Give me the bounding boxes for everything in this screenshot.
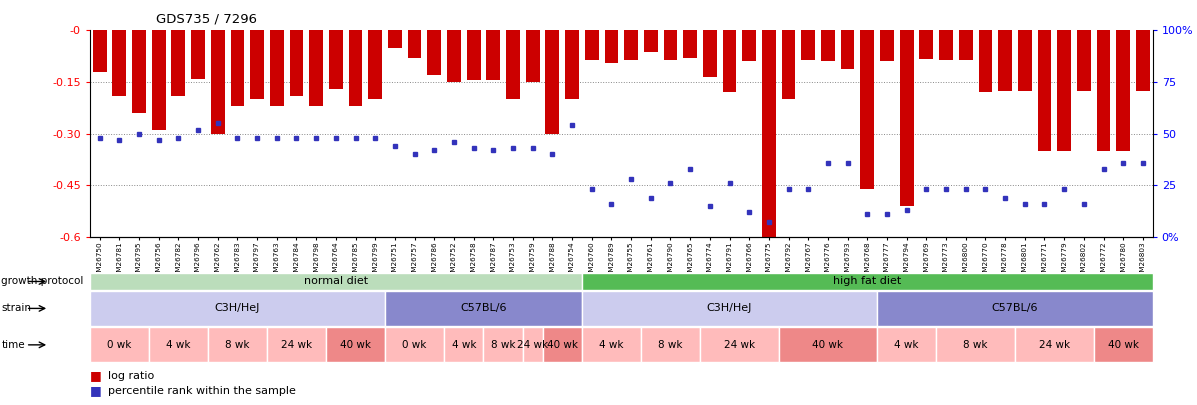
Bar	[683, 30, 697, 58]
Bar	[703, 30, 717, 77]
Bar	[486, 30, 500, 80]
Text: high fat diet: high fat diet	[833, 277, 901, 286]
Bar	[604, 30, 619, 63]
Bar	[762, 30, 776, 264]
Bar	[742, 30, 757, 62]
Text: time: time	[1, 340, 25, 350]
Bar	[132, 30, 146, 113]
Bar	[329, 30, 342, 89]
Bar	[801, 30, 815, 60]
Bar	[408, 30, 421, 58]
Bar	[565, 30, 579, 99]
Text: log ratio: log ratio	[108, 371, 154, 381]
Bar	[1136, 30, 1150, 91]
Text: C3H/HeJ: C3H/HeJ	[706, 303, 752, 313]
Bar	[525, 30, 540, 82]
Bar	[113, 30, 126, 96]
Text: C57BL/6: C57BL/6	[460, 303, 506, 313]
Bar	[624, 30, 638, 60]
Bar	[821, 30, 834, 62]
Text: ■: ■	[90, 384, 102, 397]
Bar	[92, 30, 107, 72]
Text: GDS735 / 7296: GDS735 / 7296	[156, 12, 256, 25]
Bar	[546, 30, 559, 134]
Bar	[1117, 30, 1130, 151]
Bar	[290, 30, 303, 96]
Bar	[940, 30, 953, 60]
Bar	[250, 30, 265, 99]
Bar	[348, 30, 363, 106]
Text: 0 wk: 0 wk	[107, 340, 132, 350]
Text: C57BL/6: C57BL/6	[991, 303, 1038, 313]
Bar	[998, 30, 1011, 91]
Bar	[192, 30, 205, 79]
Text: 24 wk: 24 wk	[281, 340, 312, 350]
Bar	[861, 30, 874, 189]
Bar	[446, 30, 461, 82]
Bar	[900, 30, 913, 206]
Bar	[1017, 30, 1032, 91]
Text: 40 wk: 40 wk	[340, 340, 371, 350]
Bar	[388, 30, 402, 47]
Bar	[467, 30, 480, 80]
Text: percentile rank within the sample: percentile rank within the sample	[108, 386, 296, 396]
Bar	[171, 30, 186, 96]
Bar	[978, 30, 992, 92]
Bar	[369, 30, 382, 99]
Text: 8 wk: 8 wk	[225, 340, 250, 350]
Text: 4 wk: 4 wk	[166, 340, 190, 350]
Text: 8 wk: 8 wk	[491, 340, 516, 350]
Text: strain: strain	[1, 303, 31, 313]
Bar	[269, 30, 284, 106]
Text: 0 wk: 0 wk	[402, 340, 427, 350]
Bar	[1096, 30, 1111, 151]
Text: 24 wk: 24 wk	[724, 340, 755, 350]
Bar	[231, 30, 244, 106]
Text: 4 wk: 4 wk	[451, 340, 476, 350]
Bar	[427, 30, 442, 75]
Bar	[644, 30, 657, 52]
Text: C3H/HeJ: C3H/HeJ	[214, 303, 260, 313]
Text: 40 wk: 40 wk	[813, 340, 844, 350]
Text: 40 wk: 40 wk	[1107, 340, 1138, 350]
Text: ■: ■	[90, 369, 102, 382]
Bar	[585, 30, 598, 60]
Text: 4 wk: 4 wk	[600, 340, 624, 350]
Text: 8 wk: 8 wk	[964, 340, 988, 350]
Text: 40 wk: 40 wk	[547, 340, 578, 350]
Bar	[959, 30, 973, 60]
Bar	[1038, 30, 1051, 151]
Text: 8 wk: 8 wk	[658, 340, 682, 350]
Bar	[1077, 30, 1090, 91]
Text: normal diet: normal diet	[304, 277, 367, 286]
Bar	[782, 30, 796, 99]
Text: 24 wk: 24 wk	[517, 340, 548, 350]
Bar	[840, 30, 855, 69]
Bar	[880, 30, 894, 62]
Bar	[1057, 30, 1071, 151]
Bar	[919, 30, 934, 59]
Bar	[309, 30, 323, 106]
Text: 24 wk: 24 wk	[1039, 340, 1070, 350]
Bar	[152, 30, 165, 130]
Bar	[506, 30, 519, 99]
Text: 4 wk: 4 wk	[894, 340, 919, 350]
Bar	[211, 30, 225, 134]
Bar	[723, 30, 736, 92]
Text: growth protocol: growth protocol	[1, 277, 84, 286]
Bar	[663, 30, 678, 60]
